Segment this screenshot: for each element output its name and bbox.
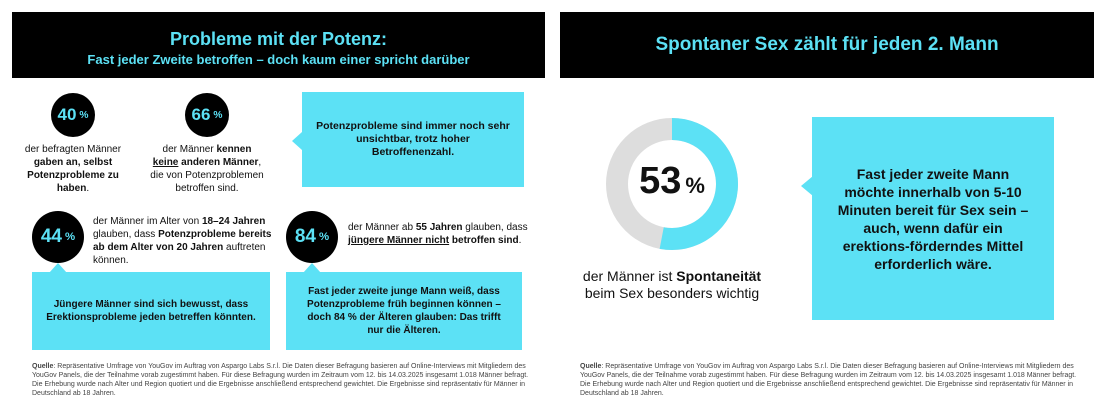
text-run: glauben, dass (462, 222, 528, 233)
box-pointer (49, 263, 67, 273)
stat-value: 84 (294, 226, 316, 247)
stat-circle: 40% (51, 93, 95, 137)
text-run: jüngere Männer nicht (348, 235, 450, 246)
text-run: Quelle (32, 363, 54, 370)
text-run: 55 Jahren (415, 222, 463, 233)
text-run: beim Sex besonders wichtig (584, 285, 760, 301)
stat-unit: % (65, 231, 76, 243)
donut-chart (606, 118, 738, 250)
title: Spontaner Sex zählt für jeden 2. Mann (655, 34, 999, 55)
subtitle: Fast jeder Zweite betroffen – doch kaum … (87, 52, 470, 67)
text-run: betroffen sind (449, 235, 519, 246)
box-text: Jüngere Männer sind sich bewusst, dass E… (46, 299, 256, 323)
donut-arc (659, 118, 738, 250)
donut-value: 53 (639, 160, 682, 202)
title: Probleme mit der Potenz: (169, 29, 388, 49)
info-box: Fast jeder zweite junge Mann weiß, dass … (286, 272, 522, 350)
source-note: Quelle: Repräsentative Umfrage von YouGo… (580, 362, 1080, 398)
text-run: . (86, 183, 90, 194)
info-box: Jüngere Männer sind sich bewusst, dass E… (32, 272, 270, 350)
stat-value: 44 (40, 226, 62, 247)
source-note: Quelle: Repräsentative Umfrage von YouGo… (32, 362, 532, 398)
box-pointer (303, 263, 321, 273)
stat-circle: 44% (32, 211, 84, 263)
text-run: 18–24 Jahren (201, 216, 266, 227)
text-run: der Männer (162, 144, 217, 155)
header: Probleme mit der Potenz: Fast jeder Zwei… (12, 12, 545, 78)
stat-unit: % (319, 231, 330, 243)
info-box: Fast jeder zweite Mann möchte innerhalb … (812, 117, 1054, 320)
box-pointer (801, 176, 813, 196)
text-run: der Männer ist (582, 268, 677, 284)
stat-caption: der Männer kennen keine anderen Männer, … (150, 143, 264, 195)
stat-value: 40 (57, 105, 77, 124)
text-run: anderen Männer (178, 157, 259, 168)
text-run: keine (152, 157, 179, 168)
text-run: : Repräsentative Umfrage von YouGov im A… (32, 363, 529, 397)
right-panel: Spontaner Sex zählt für jeden 2. Mann 53… (560, 0, 1094, 412)
box-pointer (292, 132, 302, 150)
donut-unit: % (685, 173, 705, 198)
text-run: glauben, dass (93, 229, 159, 240)
stat-circle: 66% (185, 93, 229, 137)
text-run: Potenzprobleme bereits ab dem Alter von … (93, 229, 272, 253)
info-box: Potenzprobleme sind immer noch sehr unsi… (302, 92, 524, 187)
stat-value: 66 (191, 105, 211, 124)
text-run: der Männer ab (348, 222, 416, 233)
text-run: . (518, 235, 522, 246)
stat-caption: der Männer ab 55 Jahren glauben, dass jü… (348, 221, 528, 247)
text-run: Spontaneität (676, 268, 762, 284)
box-text: Fast jeder zweite junge Mann weiß, dass … (307, 286, 501, 336)
stat-caption: der Männer im Alter von 18–24 Jahren gla… (93, 215, 273, 267)
text-run: Quelle (580, 363, 602, 370)
donut-caption: der Männer ist Spontaneität beim Sex bes… (582, 268, 762, 302)
text-run: auftreten können. (93, 242, 266, 266)
text-run: , die von Potenzproblemen betroffen sind… (150, 157, 264, 194)
stat-unit: % (79, 109, 89, 121)
stat-circle: 84% (286, 211, 338, 263)
box-text: Fast jeder zweite Mann möchte innerhalb … (837, 165, 1029, 272)
stat-caption: der befragten Männer gaben an, selbst Po… (23, 143, 123, 195)
text-run: : Repräsentative Umfrage von YouGov im A… (580, 363, 1077, 397)
left-panel: Probleme mit der Potenz: Fast jeder Zwei… (12, 0, 545, 412)
text-run: gaben an, selbst Potenzprobleme zu haben (27, 157, 119, 194)
box-text: Potenzprobleme sind immer noch sehr unsi… (316, 120, 510, 158)
text-run: kennen (216, 144, 252, 155)
stat-unit: % (213, 109, 223, 121)
header: Spontaner Sex zählt für jeden 2. Mann (560, 12, 1094, 78)
text-run: der befragten Männer (24, 144, 122, 155)
donut-label: 53% (600, 160, 744, 203)
text-run: der Männer im Alter von (93, 216, 202, 227)
